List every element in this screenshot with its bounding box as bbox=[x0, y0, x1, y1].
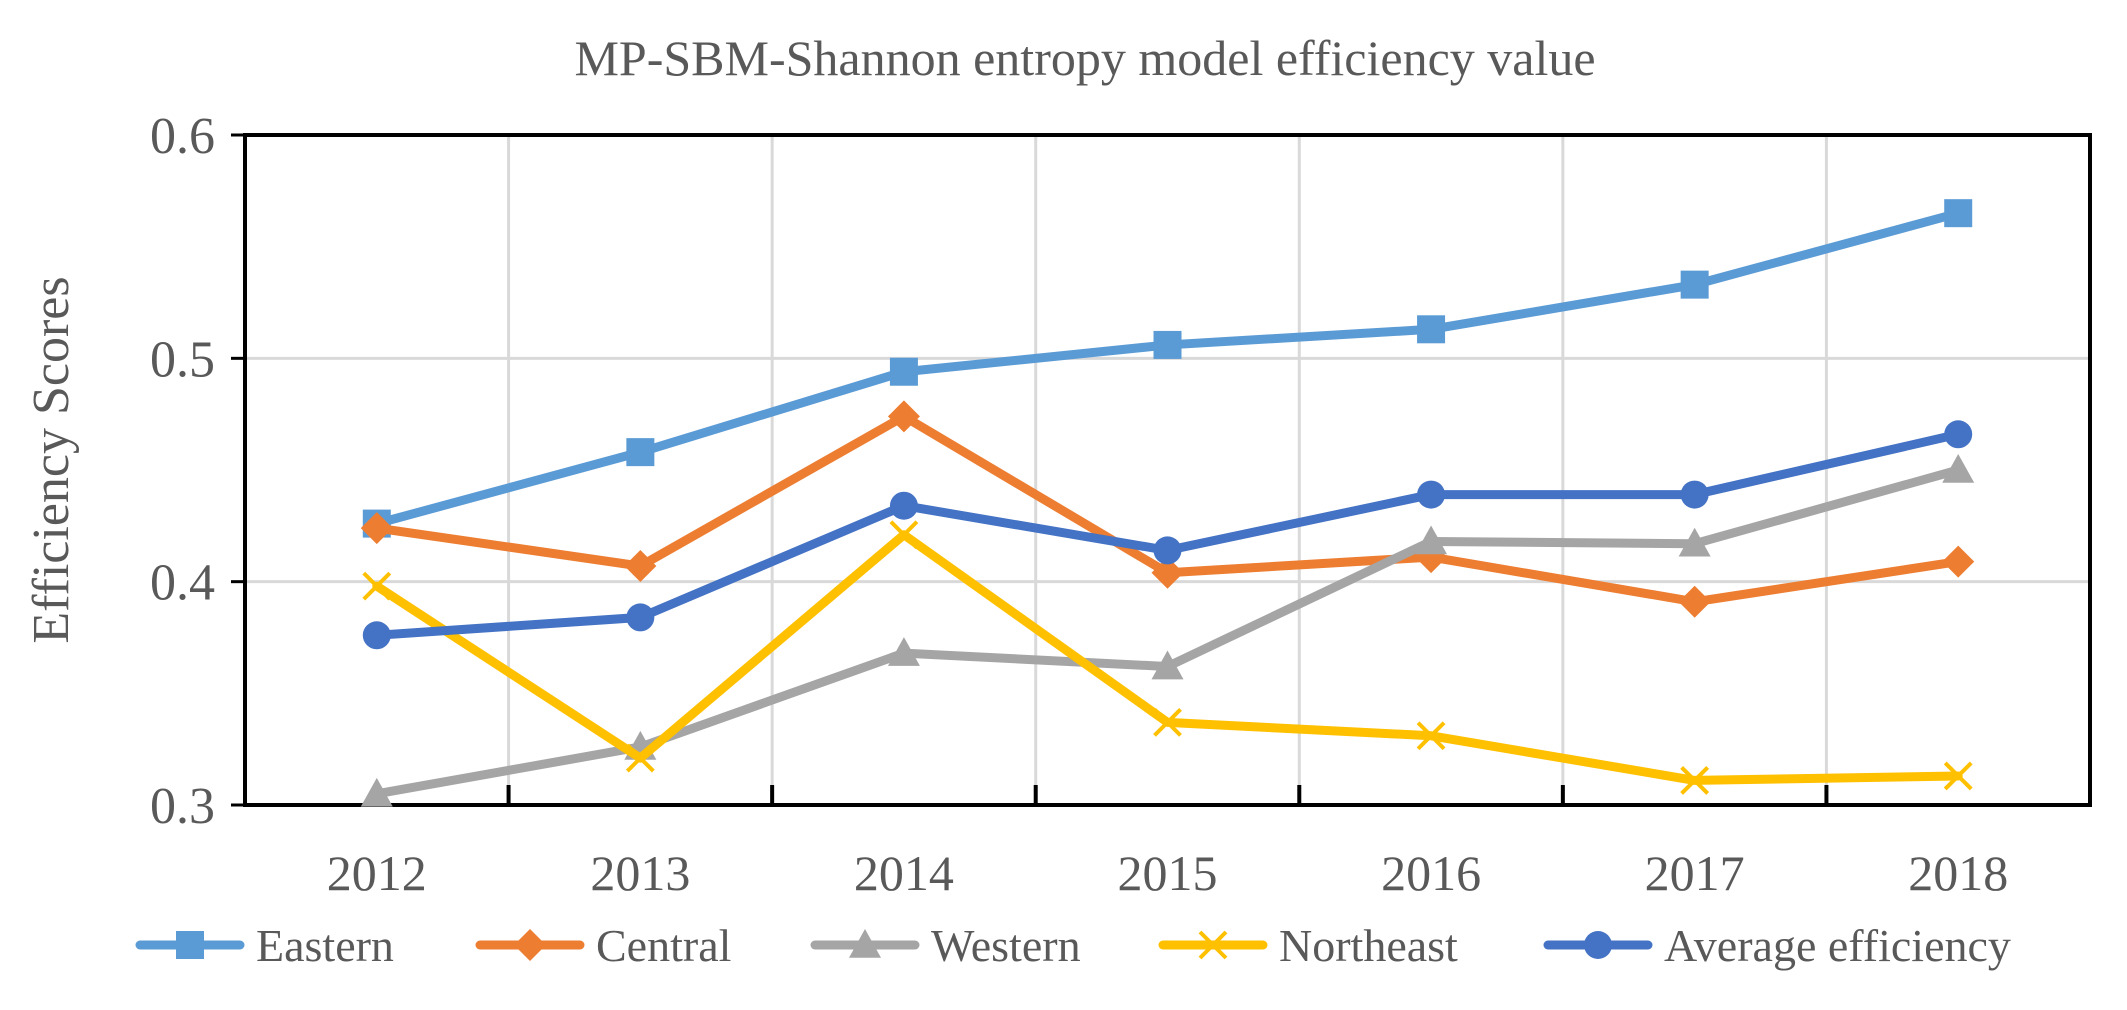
data-point-average-efficiency bbox=[1417, 480, 1446, 509]
data-point-average-efficiency bbox=[626, 603, 655, 632]
legend-label: Central bbox=[596, 920, 731, 971]
data-point-central bbox=[1678, 585, 1711, 618]
data-point-central bbox=[624, 550, 657, 583]
plot-frame bbox=[243, 133, 2092, 807]
data-point-average-efficiency bbox=[889, 491, 918, 520]
data-point-northeast bbox=[362, 571, 392, 601]
y-tick-label: 0.4 bbox=[150, 555, 215, 612]
data-point-northeast bbox=[1680, 766, 1710, 795]
legend-marker bbox=[514, 929, 546, 961]
data-point-average-efficiency bbox=[1153, 536, 1182, 565]
data-point-northeast bbox=[1416, 721, 1446, 751]
legend-marker bbox=[176, 931, 204, 959]
legend-label: Average efficiency bbox=[1664, 920, 2011, 971]
data-point-northeast bbox=[625, 743, 655, 773]
series-northeast bbox=[362, 520, 1973, 795]
legend-label: Eastern bbox=[256, 920, 394, 971]
series-lines bbox=[360, 199, 1975, 807]
series-average-efficiency bbox=[362, 420, 1973, 650]
data-point-average-efficiency bbox=[1680, 480, 1709, 509]
legend-item-average-efficiency: Average efficiency bbox=[1543, 920, 2011, 971]
data-point-central bbox=[360, 512, 393, 545]
data-point-eastern bbox=[1417, 315, 1446, 344]
x-tick-label: 2016 bbox=[1381, 845, 1481, 901]
data-point-central bbox=[1942, 545, 1975, 578]
y-tick-label: 0.5 bbox=[150, 331, 215, 388]
data-point-northeast bbox=[1153, 707, 1182, 737]
data-point-eastern bbox=[626, 438, 655, 467]
data-point-average-efficiency bbox=[362, 621, 391, 650]
x-tick-label: 2014 bbox=[854, 845, 954, 901]
y-axis-label: Efficiency Scores bbox=[23, 276, 80, 643]
x-tick-label: 2015 bbox=[1118, 845, 1218, 901]
data-point-eastern bbox=[1944, 199, 1973, 228]
legend-item-western: Western bbox=[810, 920, 1081, 971]
data-point-eastern bbox=[889, 357, 918, 386]
data-point-eastern bbox=[1680, 270, 1709, 299]
x-tick-label: 2017 bbox=[1645, 845, 1745, 901]
series-line-eastern bbox=[372, 208, 1963, 529]
data-point-eastern bbox=[1153, 330, 1182, 359]
data-point-western bbox=[1415, 525, 1448, 555]
legend-marker bbox=[849, 929, 881, 958]
data-point-central bbox=[1151, 556, 1184, 589]
legend-label: Northeast bbox=[1279, 920, 1458, 971]
x-tick-label: 2013 bbox=[590, 845, 690, 901]
data-point-average-efficiency bbox=[1944, 420, 1973, 449]
legend-item-eastern: Eastern bbox=[135, 920, 394, 971]
legend-item-northeast: Northeast bbox=[1158, 920, 1458, 971]
data-point-western bbox=[1151, 650, 1184, 680]
data-point-western bbox=[887, 637, 920, 666]
chart-title: MP-SBM-Shannon entropy model efficiency … bbox=[574, 30, 1595, 86]
axes: 0.3 0.4 0.5 0.6 2012 2013 2014 2015 2016 2017 2018 bbox=[150, 108, 2092, 901]
legend-label: Western bbox=[931, 920, 1081, 971]
data-point-northeast bbox=[889, 520, 919, 550]
data-point-western bbox=[1942, 454, 1975, 483]
data-point-western bbox=[360, 777, 393, 807]
y-tick-label: 0.3 bbox=[150, 778, 215, 835]
series-western bbox=[360, 454, 1975, 807]
data-point-central bbox=[887, 400, 920, 433]
data-point-northeast bbox=[1943, 761, 1973, 791]
legend-item-central: Central bbox=[475, 920, 731, 971]
legend-marker bbox=[1198, 930, 1228, 960]
legend: Eastern Central Western Northeast Average ef… bbox=[135, 920, 2011, 971]
x-tick-label: 2018 bbox=[1908, 845, 2008, 901]
data-point-western bbox=[1678, 527, 1711, 557]
y-tick-label: 0.6 bbox=[150, 108, 215, 165]
legend-marker bbox=[1584, 931, 1612, 959]
series-central bbox=[360, 400, 1975, 618]
x-tick-label: 2012 bbox=[327, 845, 427, 901]
